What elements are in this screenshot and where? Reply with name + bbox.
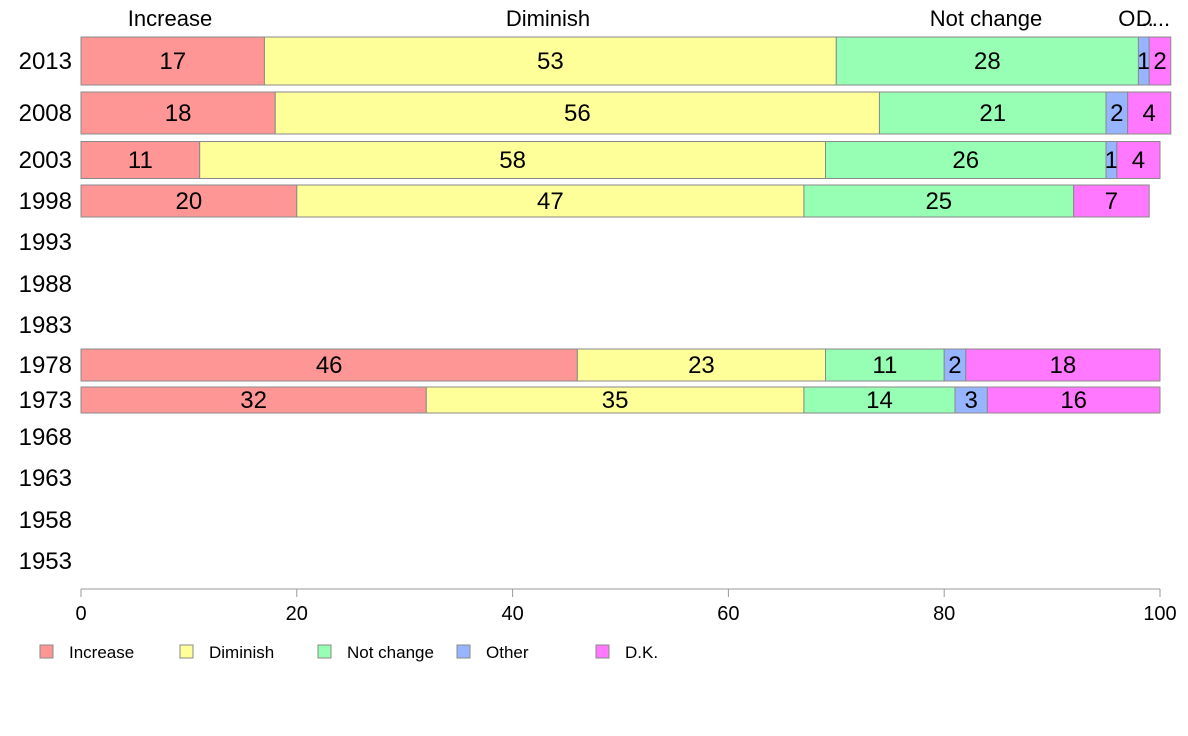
y-axis-labels: 2013 2008 2003 1998 1993 1988 1983 1978 1973 1968…	[19, 48, 72, 575]
bar-segment	[965, 348, 1161, 382]
x-tick-label: 40	[501, 603, 523, 625]
bar-segment	[835, 36, 1139, 86]
bar-value-label: 25	[925, 188, 952, 215]
y-tick-label: 1993	[19, 229, 72, 256]
bar-value-label: 11	[872, 352, 897, 379]
bar-segment	[80, 386, 427, 414]
legend-swatch	[39, 644, 54, 659]
bar-value-label: 17	[159, 48, 186, 75]
bar-segment	[986, 386, 1161, 414]
bar-value-label: 2	[1153, 48, 1166, 75]
x-tick-label: 0	[75, 603, 86, 625]
x-tick-label: 20	[286, 603, 308, 625]
bars: 17 53 28 1 218 56 21 2 411 58 26 1 420 47 25 746 23 11 2 18…	[80, 36, 1172, 414]
bar-value-label: 58	[499, 147, 526, 174]
y-tick-label: 1988	[19, 271, 72, 298]
bar-value-label: 28	[974, 48, 1001, 75]
top-labels: Increase Diminish Not change O...D...	[128, 6, 1170, 31]
bar-segment	[878, 91, 1107, 135]
bar-segment	[274, 91, 880, 135]
bar-value-label: 1	[1105, 147, 1118, 174]
legend: Increase Diminish Not change Other D.K.	[39, 643, 658, 662]
x-tick-label: 100	[1143, 603, 1176, 625]
bar-segment	[263, 36, 837, 86]
bar-value-label: 3	[964, 387, 977, 414]
bar-value-label: 53	[537, 48, 564, 75]
bar-value-label: 56	[564, 100, 591, 127]
bar-segment	[199, 141, 827, 179]
legend-label: Not change	[347, 643, 434, 662]
bar-value-label: 1	[1137, 48, 1150, 75]
legend-label: Diminish	[209, 643, 274, 662]
top-category-label: Increase	[128, 6, 212, 31]
bar-value-label: 23	[688, 352, 715, 379]
bar-segment	[1073, 184, 1150, 218]
bar-segment	[80, 141, 201, 179]
bar-value-label: 4	[1143, 100, 1156, 127]
bar-value-label: 35	[602, 387, 629, 414]
legend-label: Other	[486, 643, 529, 662]
y-tick-label: 2013	[19, 48, 72, 75]
bar-value-label: 47	[537, 188, 564, 215]
bar-segment	[425, 386, 805, 414]
bar-segment	[1148, 36, 1172, 86]
y-tick-label: 1968	[19, 424, 72, 451]
top-category-label: Not change	[930, 6, 1043, 31]
bar-value-label: 26	[952, 147, 979, 174]
y-tick-label: 1998	[19, 188, 72, 215]
x-tick-label: 60	[717, 603, 739, 625]
y-tick-label: 1953	[19, 548, 72, 575]
y-tick-label: 1958	[19, 507, 72, 534]
y-tick-label: 1963	[19, 465, 72, 492]
legend-swatch	[317, 644, 332, 659]
bar-value-label: 20	[176, 188, 203, 215]
bar-value-label: 14	[866, 387, 893, 414]
bar-value-label: 2	[948, 352, 961, 379]
bar-segment	[1116, 141, 1161, 179]
bar-segment	[80, 36, 265, 86]
bar-value-label: 2	[1110, 100, 1123, 127]
legend-label: Increase	[69, 643, 134, 662]
bar-value-label: 46	[316, 352, 343, 379]
bar-segment	[80, 91, 276, 135]
bar-segment	[825, 348, 945, 382]
y-tick-label: 2008	[19, 100, 72, 127]
bar-segment	[954, 386, 988, 414]
bar-segment	[803, 386, 956, 414]
bar-value-label: 4	[1132, 147, 1145, 174]
bar-segment	[825, 141, 1107, 179]
bar-value-label: 18	[165, 100, 192, 127]
bar-segment	[1127, 91, 1172, 135]
bar-value-label: 32	[240, 387, 267, 414]
bar-segment	[296, 184, 805, 218]
top-category-label: Diminish	[506, 6, 590, 31]
legend-label: D.K.	[625, 643, 658, 662]
bar-value-label: 11	[128, 147, 153, 174]
legend-swatch	[179, 644, 194, 659]
bar-segment	[803, 184, 1075, 218]
y-tick-label: 1983	[19, 312, 72, 339]
x-tick-label: 80	[933, 603, 955, 625]
legend-swatch	[595, 644, 610, 659]
bar-segment	[80, 348, 578, 382]
bar-segment	[80, 184, 298, 218]
bar-segment	[576, 348, 827, 382]
y-tick-label: 2003	[19, 147, 72, 174]
legend-swatch	[456, 644, 471, 659]
y-tick-label: 1973	[19, 387, 72, 414]
bar-value-label: 18	[1050, 352, 1077, 379]
bar-value-label: 7	[1105, 188, 1118, 215]
bar-value-label: 16	[1060, 387, 1087, 414]
y-tick-label: 1978	[19, 352, 72, 379]
x-axis: 0 20 40 60 80 100	[75, 588, 1177, 625]
bar-value-label: 21	[979, 100, 1006, 127]
top-category-label: D...	[1136, 6, 1170, 31]
top-category-label: O...	[1118, 6, 1153, 31]
